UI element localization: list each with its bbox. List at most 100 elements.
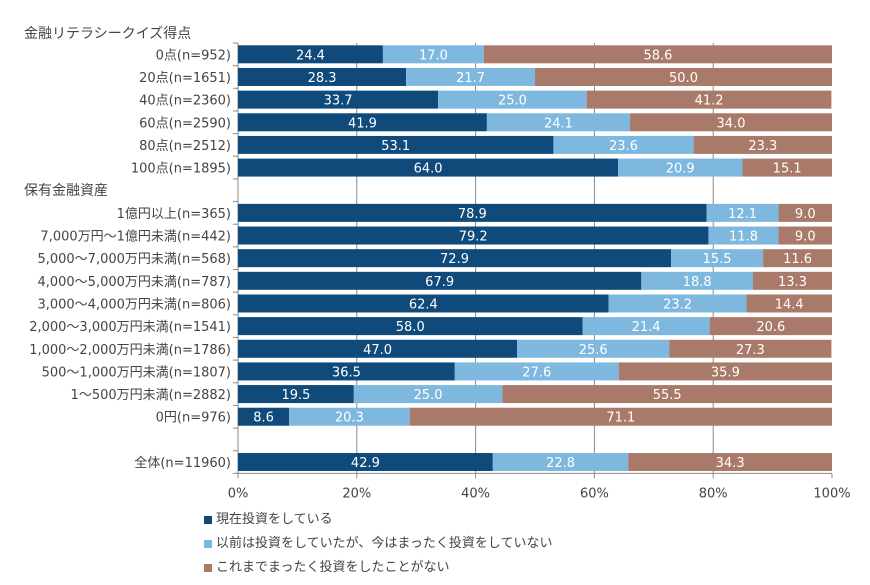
category-label: 7,000万円～1億円未満(n=442) xyxy=(40,229,231,245)
legend-item: これまでまったく投資をしたことがない xyxy=(204,556,552,580)
x-tick-label: 60% xyxy=(580,486,609,501)
category-label: 1,000～2,000万円未満(n=1786) xyxy=(29,343,231,358)
bar-segment xyxy=(406,67,535,86)
bar-segment xyxy=(238,90,439,109)
bar-segment xyxy=(669,339,832,358)
bar-segment xyxy=(238,362,455,381)
data-label: 21.7 xyxy=(456,71,485,86)
data-label: 34.3 xyxy=(716,456,745,471)
data-label: 35.9 xyxy=(711,365,740,380)
data-label: 58.6 xyxy=(643,48,672,63)
data-label: 13.3 xyxy=(778,275,807,290)
data-label: 8.6 xyxy=(253,411,274,426)
bar-segment xyxy=(409,407,832,426)
data-label: 15.5 xyxy=(703,252,732,267)
legend: 現在投資をしている 以前は投資をしていたが、今はまったく投資をしていない これま… xyxy=(204,508,552,580)
bar-segment xyxy=(238,453,493,472)
data-label: 55.5 xyxy=(653,388,682,403)
bar-segment xyxy=(618,158,743,177)
data-label: 24.4 xyxy=(296,48,325,63)
bar-segment xyxy=(238,158,619,177)
data-label: 23.6 xyxy=(609,139,638,154)
data-label: 25.0 xyxy=(414,388,443,403)
bar-segment xyxy=(238,339,518,358)
x-tick-label: 0% xyxy=(228,486,249,501)
bar-segment xyxy=(628,453,832,472)
data-label: 42.9 xyxy=(351,456,380,471)
data-label: 17.0 xyxy=(419,48,448,63)
data-label: 11.6 xyxy=(783,252,812,267)
category-label: 20点(n=1651) xyxy=(139,71,231,86)
bar-segment xyxy=(483,45,832,64)
x-tick-label: 80% xyxy=(699,486,728,501)
category-label: 80点(n=2512) xyxy=(139,139,231,154)
data-label: 62.4 xyxy=(409,297,438,312)
bar-segment xyxy=(238,45,383,64)
data-label: 20.6 xyxy=(756,320,785,335)
bar-segment xyxy=(708,226,779,245)
data-label: 27.6 xyxy=(522,365,551,380)
data-label: 58.0 xyxy=(396,320,425,335)
bar-segment xyxy=(238,226,709,245)
data-label: 79.2 xyxy=(459,230,488,245)
bar-segment xyxy=(492,453,629,472)
bar-segment xyxy=(238,271,642,290)
x-tick-label: 100% xyxy=(813,486,850,501)
category-label: 40点(n=2360) xyxy=(139,94,231,109)
category-label: 2,000～3,000万円未満(n=1541) xyxy=(29,320,231,335)
bar-segment xyxy=(641,271,753,290)
bar-segment xyxy=(238,294,609,313)
category-label: 全体(n=11960) xyxy=(134,455,231,471)
legend-label: 以前は投資をしていたが、今はまったく投資をしていない xyxy=(216,536,553,551)
bar-segment xyxy=(382,45,484,64)
data-label: 19.5 xyxy=(281,388,310,403)
data-label: 23.2 xyxy=(663,297,692,312)
category-label: 500～1,000万円未満(n=1807) xyxy=(42,365,231,380)
data-label: 25.0 xyxy=(498,94,527,109)
category-label: 0円(n=976) xyxy=(156,411,231,426)
data-label: 41.2 xyxy=(695,94,724,109)
data-label: 15.1 xyxy=(773,162,802,177)
bar-segment xyxy=(586,90,832,109)
data-label: 34.0 xyxy=(717,116,746,131)
data-label: 11.8 xyxy=(729,230,758,245)
bar-segment xyxy=(778,203,832,222)
bar-segment xyxy=(742,158,832,177)
data-label: 41.9 xyxy=(348,116,377,131)
category-label: 5,000～7,000万円未満(n=568) xyxy=(37,252,231,267)
data-label: 9.0 xyxy=(795,207,816,222)
bar-segment xyxy=(709,317,832,336)
bar-segment xyxy=(238,113,487,132)
bar-segment xyxy=(238,203,707,222)
bar-segment xyxy=(238,317,583,336)
legend-item: 現在投資をしている xyxy=(204,508,552,532)
bar-segment xyxy=(671,249,764,268)
bar-segment xyxy=(438,90,587,109)
bar-segment xyxy=(486,113,631,132)
legend-swatch xyxy=(204,564,212,572)
category-label: 0点(n=952) xyxy=(156,48,231,63)
data-label: 36.5 xyxy=(332,365,361,380)
data-label: 67.9 xyxy=(425,275,454,290)
category-label: 1億円以上(n=365) xyxy=(117,206,231,222)
x-tick-label: 40% xyxy=(461,486,490,501)
data-label: 27.3 xyxy=(736,343,765,358)
bar-segment xyxy=(238,407,290,426)
data-label: 23.3 xyxy=(748,139,777,154)
data-label: 18.8 xyxy=(683,275,712,290)
data-label: 78.9 xyxy=(458,207,487,222)
category-label: 4,000～5,000万円未満(n=787) xyxy=(37,275,231,290)
bar-segment xyxy=(693,135,832,154)
legend-label: 現在投資をしている xyxy=(216,512,333,527)
bar-segment xyxy=(353,385,503,404)
bar-segment xyxy=(238,249,672,268)
data-label: 9.0 xyxy=(795,230,816,245)
data-label: 22.8 xyxy=(546,456,575,471)
bar-segment xyxy=(517,339,670,358)
data-label: 33.7 xyxy=(324,94,353,109)
data-label: 12.1 xyxy=(728,207,757,222)
bar-segment xyxy=(553,135,694,154)
category-label: 1～500万円未満(n=2882) xyxy=(71,388,231,403)
bar-segment xyxy=(618,362,832,381)
